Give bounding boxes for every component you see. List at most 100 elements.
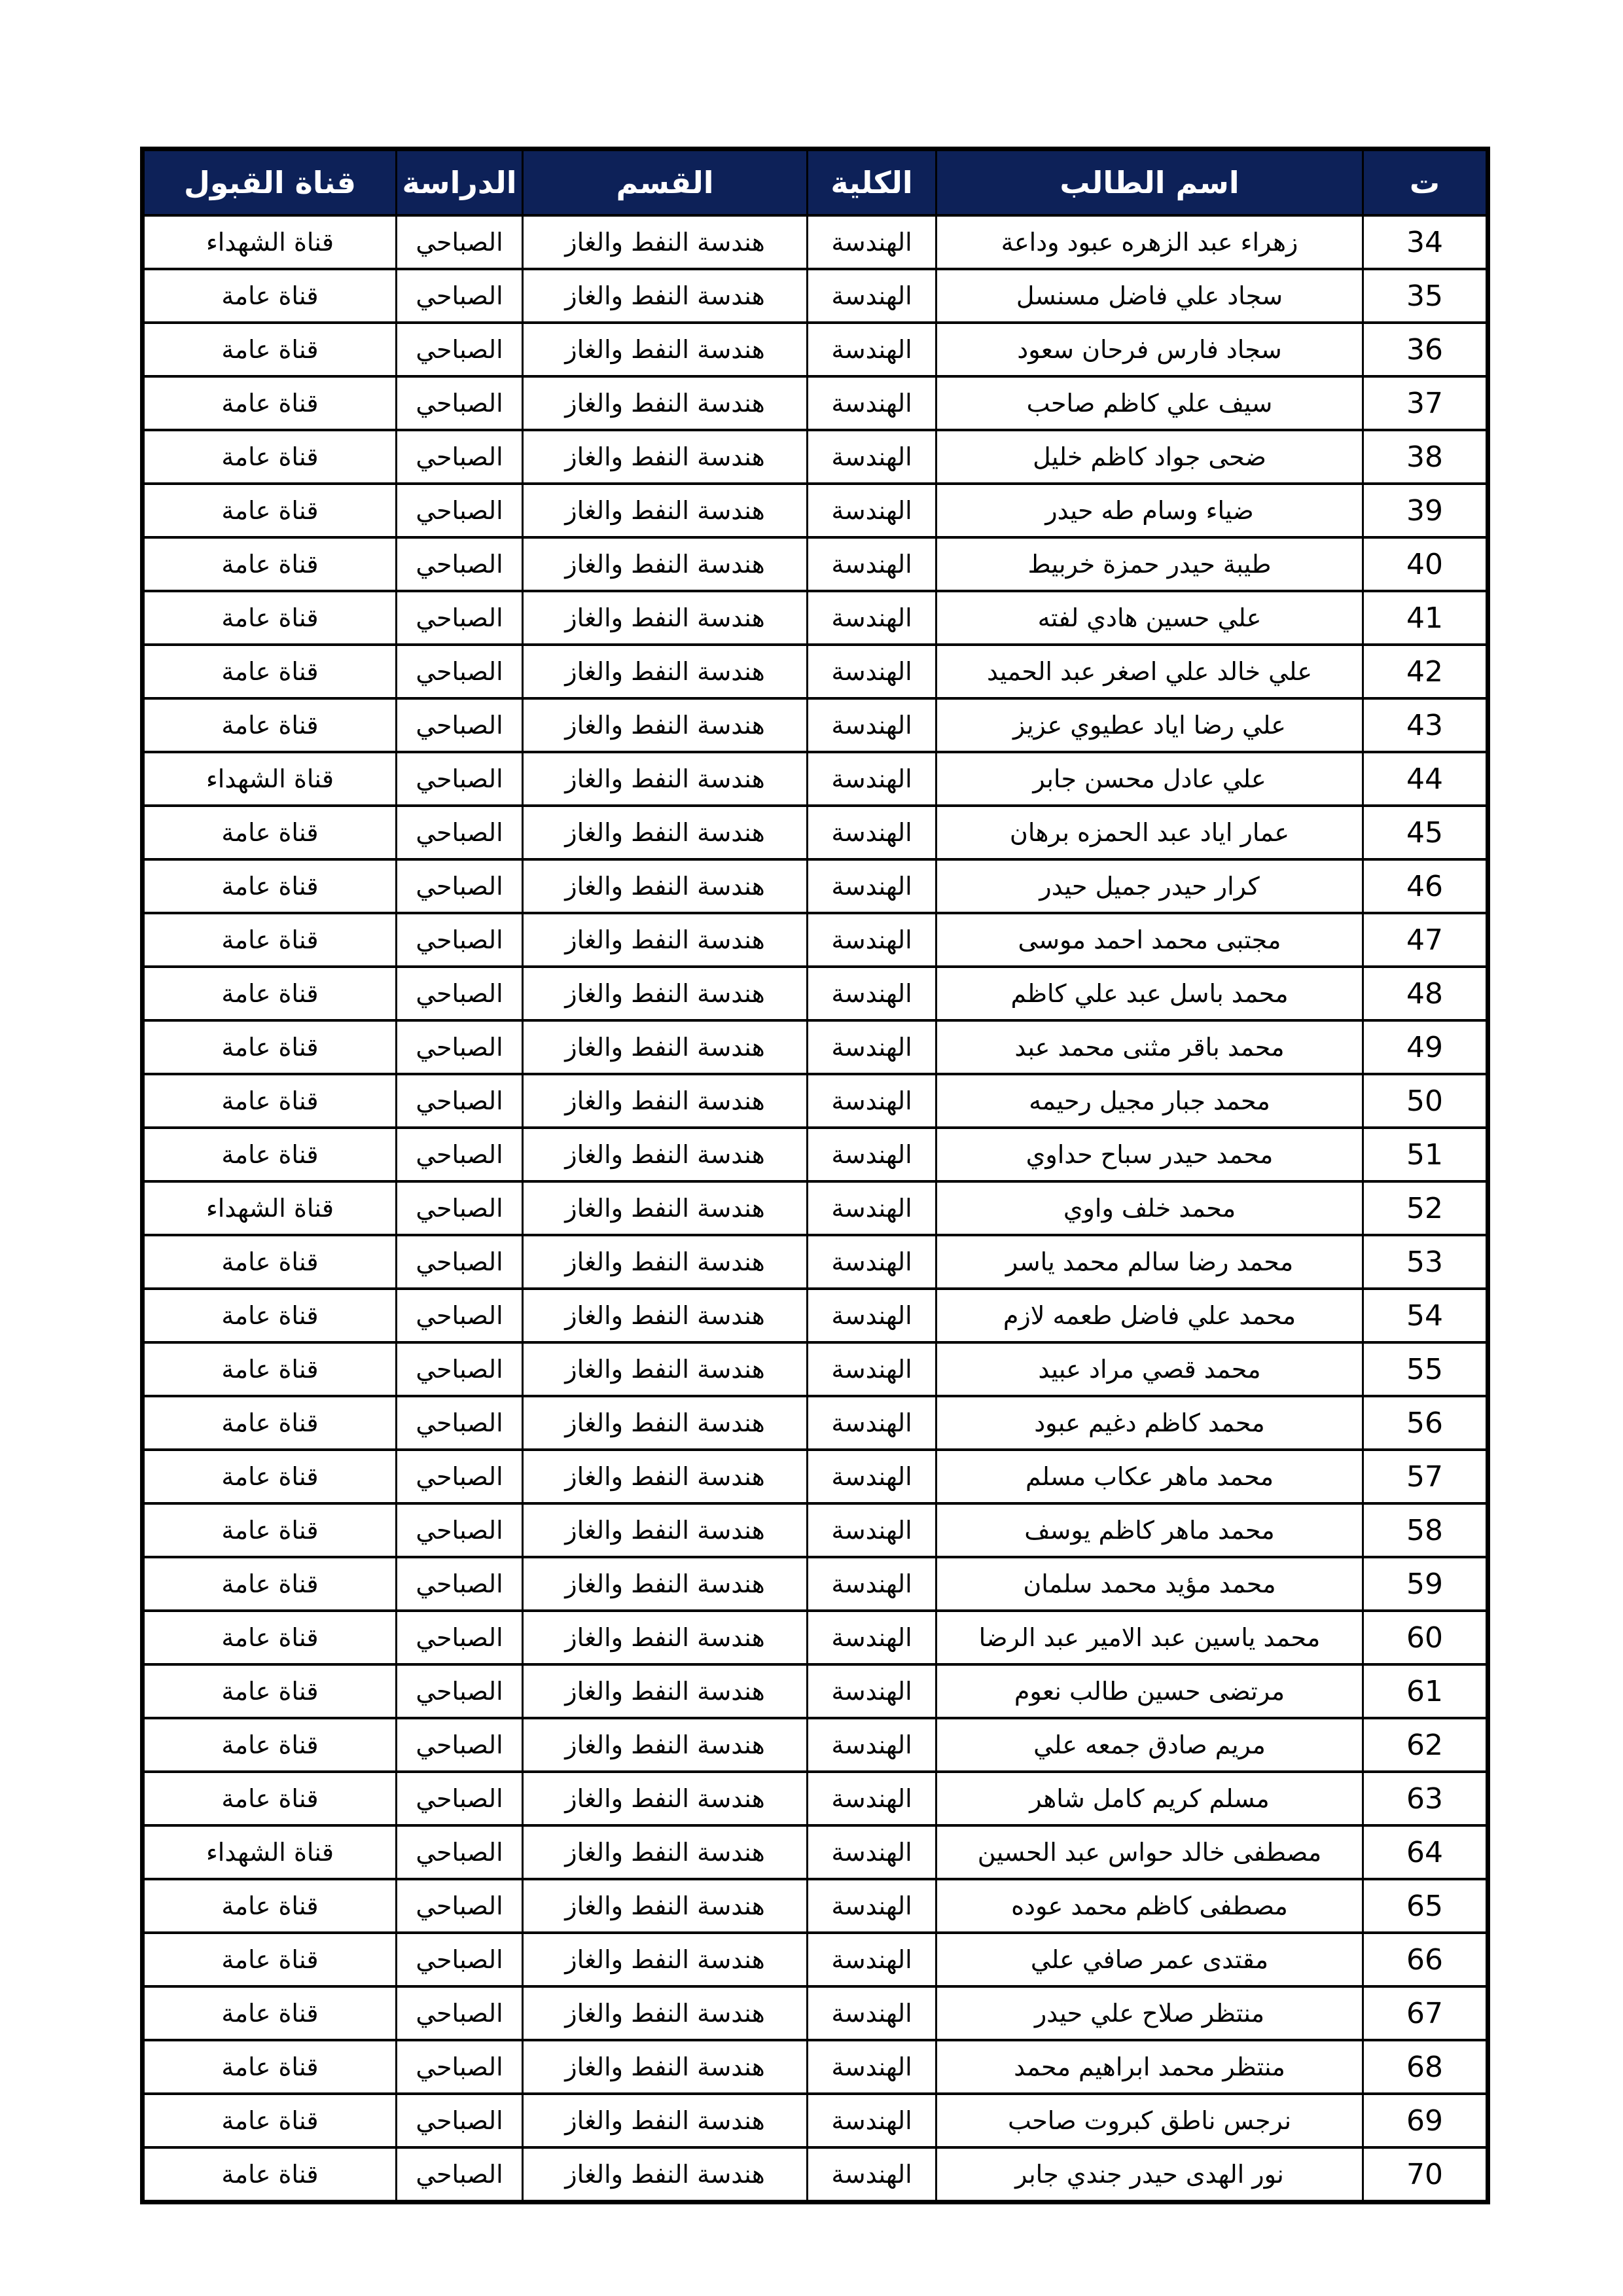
cell-no: 56	[1362, 1395, 1489, 1451]
cell-admission-channel: قناة عامة	[141, 1073, 397, 1129]
cell-department: هندسة النفط والغاز	[522, 643, 808, 700]
cell-department: هندسة النفط والغاز	[522, 590, 808, 646]
cell-no: 58	[1362, 1502, 1489, 1558]
cell-student-name: علي رضا اياد عطيوي عزيز	[935, 697, 1364, 753]
header-department: القسم	[522, 147, 808, 217]
cell-no: 70	[1362, 2146, 1489, 2204]
cell-department: هندسة النفط والغاز	[522, 1341, 808, 1397]
header-row: ت اسم الطالب الكلية القسم الدراسة قناة ا…	[141, 147, 1489, 217]
cell-admission-channel: قناة الشهداء	[141, 1180, 397, 1236]
cell-admission-channel: قناة عامة	[141, 321, 397, 378]
cell-admission-channel: قناة عامة	[141, 643, 397, 700]
cell-admission-channel: قناة عامة	[141, 965, 397, 1022]
cell-no: 65	[1362, 1878, 1489, 1934]
table-header: ت اسم الطالب الكلية القسم الدراسة قناة ا…	[141, 147, 1489, 217]
cell-study: الصباحي	[395, 912, 524, 968]
cell-no: 67	[1362, 1985, 1489, 2041]
cell-college: الهندسة	[806, 1180, 937, 1236]
cell-college: الهندسة	[806, 590, 937, 646]
table-row: 41 علي حسين هادي لفته الهندسة هندسة النفط و…	[141, 590, 1489, 646]
cell-college: الهندسة	[806, 858, 937, 914]
table-row: 55 محمد قصي مراد عبيد الهندسة هندسة النفط و…	[141, 1341, 1489, 1397]
table-row: 69 نرجس ناطق كبروت صاحب الهندسة هندسة النفط…	[141, 2092, 1489, 2149]
cell-no: 53	[1362, 1234, 1489, 1290]
cell-study: الصباحي	[395, 1770, 524, 1827]
cell-no: 42	[1362, 643, 1489, 700]
cell-study: الصباحي	[395, 1931, 524, 1988]
cell-no: 48	[1362, 965, 1489, 1022]
cell-no: 54	[1362, 1287, 1489, 1344]
table-row: 59 محمد مؤيد محمد سلمان الهندسة هندسة النفط…	[141, 1556, 1489, 1612]
cell-department: هندسة النفط والغاز	[522, 1663, 808, 1719]
cell-study: الصباحي	[395, 1287, 524, 1344]
table-row: 57 محمد ماهر عكاب مسلم الهندسة هندسة النفط …	[141, 1448, 1489, 1505]
header-no: ت	[1362, 147, 1489, 217]
cell-department: هندسة النفط والغاز	[522, 1502, 808, 1558]
cell-admission-channel: قناة عامة	[141, 1931, 397, 1988]
cell-study: الصباحي	[395, 1556, 524, 1612]
cell-no: 34	[1362, 214, 1489, 270]
cell-student-name: مصطفى كاظم محمد عوده	[935, 1878, 1364, 1934]
cell-department: هندسة النفط والغاز	[522, 1770, 808, 1827]
cell-department: هندسة النفط والغاز	[522, 1824, 808, 1880]
cell-student-name: محمد رضا سالم محمد ياسر	[935, 1234, 1364, 1290]
cell-admission-channel: قناة عامة	[141, 2039, 397, 2095]
cell-department: هندسة النفط والغاز	[522, 1878, 808, 1934]
cell-college: الهندسة	[806, 965, 937, 1022]
cell-department: هندسة النفط والغاز	[522, 1609, 808, 1666]
cell-department: هندسة النفط والغاز	[522, 1073, 808, 1129]
cell-student-name: طيبة حيدر حمزة خربيط	[935, 536, 1364, 592]
cell-student-name: علي خالد علي اصغر عبد الحميد	[935, 643, 1364, 700]
cell-no: 41	[1362, 590, 1489, 646]
cell-college: الهندسة	[806, 1663, 937, 1719]
cell-admission-channel: قناة عامة	[141, 1985, 397, 2041]
table-row: 50 محمد جبار مجيل رحيمه الهندسة هندسة النفط…	[141, 1073, 1489, 1129]
table-row: 67 منتظر صلاح علي حيدر الهندسة هندسة النفط …	[141, 1985, 1489, 2041]
cell-student-name: نرجس ناطق كبروت صاحب	[935, 2092, 1364, 2149]
cell-study: الصباحي	[395, 2146, 524, 2204]
cell-college: الهندسة	[806, 214, 937, 270]
cell-admission-channel: قناة عامة	[141, 482, 397, 539]
cell-admission-channel: قناة عامة	[141, 1234, 397, 1290]
table-row: 63 مسلم كريم كامل شاهر الهندسة هندسة النفط …	[141, 1770, 1489, 1827]
cell-department: هندسة النفط والغاز	[522, 321, 808, 378]
cell-college: الهندسة	[806, 697, 937, 753]
table-row: 62 مريم صادق جمعه علي الهندسة هندسة النفط و…	[141, 1717, 1489, 1773]
cell-study: الصباحي	[395, 1019, 524, 1075]
cell-study: الصباحي	[395, 590, 524, 646]
cell-admission-channel: قناة عامة	[141, 1556, 397, 1612]
cell-study: الصباحي	[395, 1341, 524, 1397]
cell-student-name: كرار حيدر جميل حيدر	[935, 858, 1364, 914]
cell-study: الصباحي	[395, 1663, 524, 1719]
table-row: 47 مجتبى محمد احمد موسى الهندسة هندسة النفط…	[141, 912, 1489, 968]
cell-no: 62	[1362, 1717, 1489, 1773]
header-college: الكلية	[806, 147, 937, 217]
cell-student-name: محمد كاظم دغيم عبود	[935, 1395, 1364, 1451]
cell-study: الصباحي	[395, 751, 524, 807]
cell-student-name: محمد مؤيد محمد سلمان	[935, 1556, 1364, 1612]
cell-college: الهندسة	[806, 1931, 937, 1988]
cell-no: 49	[1362, 1019, 1489, 1075]
cell-admission-channel: قناة عامة	[141, 804, 397, 861]
cell-college: الهندسة	[806, 1770, 937, 1827]
cell-no: 64	[1362, 1824, 1489, 1880]
cell-no: 61	[1362, 1663, 1489, 1719]
cell-study: الصباحي	[395, 2092, 524, 2149]
table-row: 42 علي خالد علي اصغر عبد الحميد الهندسة هند…	[141, 643, 1489, 700]
cell-college: الهندسة	[806, 2092, 937, 2149]
cell-student-name: محمد باسل عبد علي كاظم	[935, 965, 1364, 1022]
cell-student-name: ضحى جواد كاظم خليل	[935, 429, 1364, 485]
cell-department: هندسة النفط والغاز	[522, 1180, 808, 1236]
cell-admission-channel: قناة الشهداء	[141, 214, 397, 270]
cell-study: الصباحي	[395, 697, 524, 753]
cell-department: هندسة النفط والغاز	[522, 965, 808, 1022]
table-row: 65 مصطفى كاظم محمد عوده الهندسة هندسة النفط…	[141, 1878, 1489, 1934]
cell-study: الصباحي	[395, 1395, 524, 1451]
table-row: 54 محمد علي فاضل طعمه لازم الهندسة هندسة ال…	[141, 1287, 1489, 1344]
cell-department: هندسة النفط والغاز	[522, 214, 808, 270]
cell-study: الصباحي	[395, 804, 524, 861]
cell-admission-channel: قناة عامة	[141, 590, 397, 646]
cell-student-name: محمد حيدر سباح حداوي	[935, 1126, 1364, 1183]
cell-study: الصباحي	[395, 1126, 524, 1183]
cell-admission-channel: قناة عامة	[141, 2146, 397, 2204]
